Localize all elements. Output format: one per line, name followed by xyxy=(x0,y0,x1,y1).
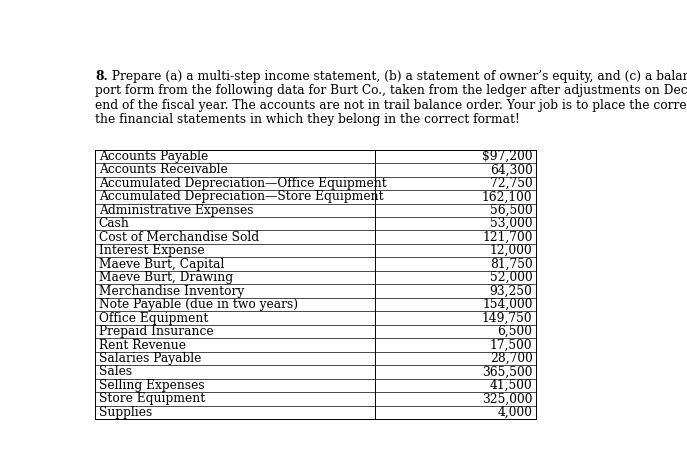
Text: 8.: 8. xyxy=(95,70,109,82)
Text: 154,000: 154,000 xyxy=(482,298,532,311)
Text: 325,000: 325,000 xyxy=(482,393,532,405)
Text: 28,700: 28,700 xyxy=(490,352,532,365)
Text: Supplies: Supplies xyxy=(99,406,152,419)
Text: 64,300: 64,300 xyxy=(490,163,532,176)
Text: 72,750: 72,750 xyxy=(490,177,532,190)
Text: Cash: Cash xyxy=(99,217,130,230)
Text: Accumulated Depreciation—Store Equipment: Accumulated Depreciation—Store Equipment xyxy=(99,190,383,203)
Text: Accounts Payable: Accounts Payable xyxy=(99,150,208,163)
Text: 56,500: 56,500 xyxy=(490,204,532,217)
Text: Administrative Expenses: Administrative Expenses xyxy=(99,204,253,217)
Text: Maeve Burt, Capital: Maeve Burt, Capital xyxy=(99,258,224,271)
Text: 162,100: 162,100 xyxy=(482,190,532,203)
Text: 12,000: 12,000 xyxy=(490,244,532,257)
Text: Merchandise Inventory: Merchandise Inventory xyxy=(99,285,244,298)
Text: Accounts Receivable: Accounts Receivable xyxy=(99,163,227,176)
Text: Prepaid Insurance: Prepaid Insurance xyxy=(99,325,213,338)
Text: Selling Expenses: Selling Expenses xyxy=(99,379,204,392)
Text: Sales: Sales xyxy=(99,366,132,378)
Text: Accumulated Depreciation—Office Equipment: Accumulated Depreciation—Office Equipmen… xyxy=(99,177,386,190)
Text: 4,000: 4,000 xyxy=(497,406,532,419)
Text: 81,750: 81,750 xyxy=(490,258,532,271)
Text: 52,000: 52,000 xyxy=(490,271,532,284)
Text: Prepare (a) a multi-step income statement, (b) a statement of owner’s equity, an: Prepare (a) a multi-step income statemen… xyxy=(109,70,687,82)
Text: 93,250: 93,250 xyxy=(490,285,532,298)
Text: 149,750: 149,750 xyxy=(482,312,532,324)
Text: Salaries Payable: Salaries Payable xyxy=(99,352,201,365)
Text: 17,500: 17,500 xyxy=(490,339,532,351)
Text: 53,000: 53,000 xyxy=(490,217,532,230)
Text: Store Equipment: Store Equipment xyxy=(99,393,205,405)
Text: port form from the following data for Burt Co., taken from the ledger after adju: port form from the following data for Bu… xyxy=(95,84,687,97)
Text: 365,500: 365,500 xyxy=(482,366,532,378)
Text: Note Payable (due in two years): Note Payable (due in two years) xyxy=(99,298,297,311)
Text: the financial statements in which they belong in the correct format!: the financial statements in which they b… xyxy=(95,113,520,126)
Text: Maeve Burt, Drawing: Maeve Burt, Drawing xyxy=(99,271,233,284)
Text: Cost of Merchandise Sold: Cost of Merchandise Sold xyxy=(99,231,259,244)
Text: Interest Expense: Interest Expense xyxy=(99,244,204,257)
Text: 121,700: 121,700 xyxy=(482,231,532,244)
Text: end of the fiscal year. The accounts are not in trail balance order. Your job is: end of the fiscal year. The accounts are… xyxy=(95,99,687,112)
Text: $97,200: $97,200 xyxy=(482,150,532,163)
Text: Rent Revenue: Rent Revenue xyxy=(99,339,185,351)
Text: 6,500: 6,500 xyxy=(497,325,532,338)
Text: 41,500: 41,500 xyxy=(490,379,532,392)
Text: Office Equipment: Office Equipment xyxy=(99,312,208,324)
